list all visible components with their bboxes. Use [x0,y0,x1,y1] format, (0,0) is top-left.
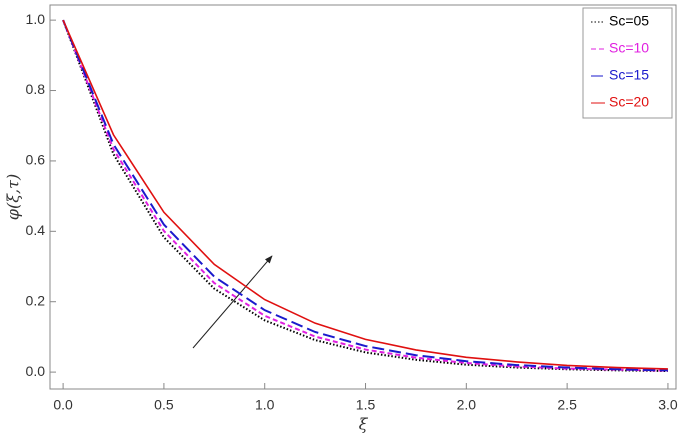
x-tick-label: 3.0 [658,397,678,413]
legend-label: Sc=10 [609,40,649,56]
x-tick-label: 1.0 [255,397,275,413]
legend-box [582,7,673,119]
x-tick-label: 0.5 [154,397,174,413]
series-line [62,19,668,372]
y-tick-label: 0.4 [26,222,46,238]
x-tick-label: 2.0 [457,397,477,413]
x-tick-label: 0.0 [53,397,73,413]
y-tick-label: 0.0 [26,363,46,379]
legend-label: Sc=05 [609,13,649,29]
x-tick-label: 1.5 [356,397,376,413]
y-tick-label: 0.2 [26,292,46,308]
x-tick-label: 2.5 [557,397,577,413]
series-line [62,19,668,370]
y-tick-label: 0.6 [26,152,46,168]
trend-arrow [192,255,273,349]
y-axis-title: φ(ξ,τ) [4,174,23,220]
series-line [62,19,668,372]
y-tick-label: 1.0 [26,11,46,27]
legend-label: Sc=20 [609,94,649,110]
y-tick-label: 0.8 [26,81,46,97]
x-axis-title: ξ [359,415,369,434]
plot-frame [49,4,677,390]
legend-label: Sc=15 [609,67,649,83]
